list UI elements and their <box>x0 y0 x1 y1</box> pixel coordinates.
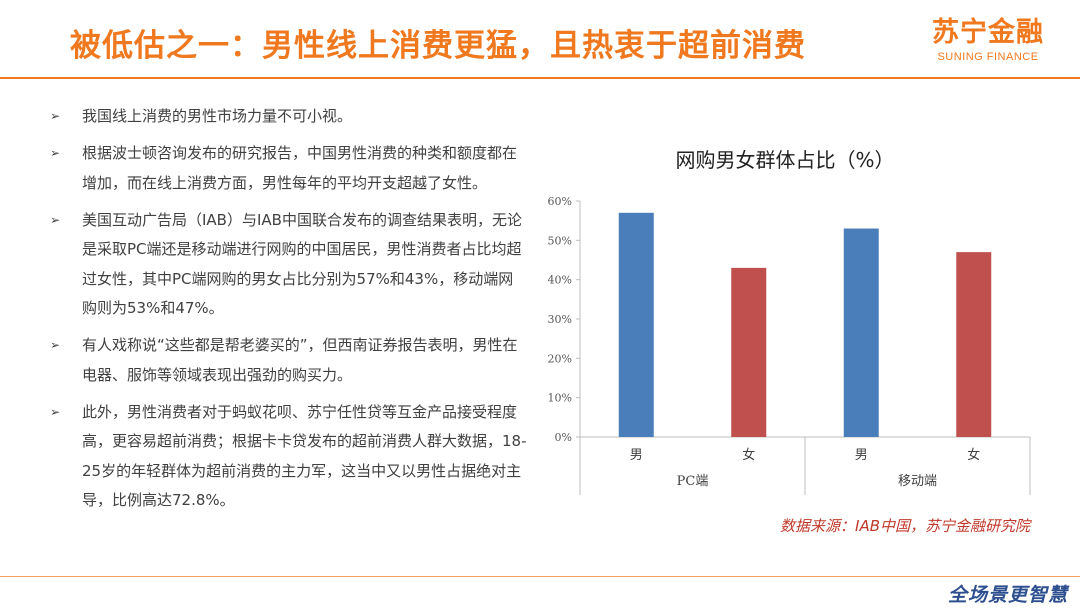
page-title: 被低估之一：男性线上消费更猛，且热衷于超前消费 <box>70 28 806 64</box>
chart-canvas: 网购男女群体占比（%） 0% 10% 20% 30% 40% 50% 60% 男 女 男 女 PC端 移动… <box>548 148 1031 495</box>
y-tick-label: 60% <box>548 195 572 208</box>
x-group-label: 移动端 <box>898 474 937 489</box>
bullet-list: ➢ 我国线上消费的男性市场力量不可小视。 ➢ 根据波士顿咨询发布的研究报告，中国男性… <box>48 102 528 523</box>
y-tick-label: 50% <box>548 234 572 247</box>
data-source-note: 数据来源：IAB中国，苏宁金融研究院 <box>780 517 1030 535</box>
bullet-item: ➢ 此外，男性消费者对于蚂蚁花呗、苏宁任性贷等互金产品接受程度高，更容易超前消费；… <box>48 398 528 516</box>
bar-chart: 网购男女群体占比（%） 0% 10% 20% 30% 40% 50% 60% 男 女 男 女 PC端 移动… <box>535 135 1055 505</box>
chart-title: 网购男女群体占比（%） <box>675 148 894 172</box>
footer-divider <box>0 576 1080 577</box>
x-group-label: PC端 <box>677 474 709 489</box>
arrow-bullet-icon: ➢ <box>50 212 61 227</box>
arrow-bullet-icon: ➢ <box>50 404 61 419</box>
bullet-item: ➢ 我国线上消费的男性市场力量不可小视。 <box>48 102 528 132</box>
bullet-text: 我国线上消费的男性市场力量不可小视。 <box>82 107 353 125</box>
bar <box>731 267 767 437</box>
bullet-text: 美国互动广告局（IAB）与IAB中国联合发布的调查结果表明，无论是采取PC端还是… <box>82 210 522 318</box>
brand-name-en: SUNING FINANCE <box>937 51 1039 63</box>
brand-name-cn: 苏宁金融 <box>932 17 1044 48</box>
footer-logo: 全场景更智慧 <box>947 584 1068 606</box>
bullet-text: 此外，男性消费者对于蚂蚁花呗、苏宁任性贷等互金产品接受程度高，更容易超前消费；根… <box>82 402 527 510</box>
arrow-bullet-icon: ➢ <box>50 146 61 160</box>
bar <box>956 252 992 437</box>
arrow-bullet-icon: ➢ <box>50 109 61 123</box>
brand-logo: 苏宁金融 SUNING FINANCE <box>932 16 1044 64</box>
y-tick-label: 30% <box>548 313 572 326</box>
bullet-item: ➢ 根据波士顿咨询发布的研究报告，中国男性消费的种类和额度都在增加，而在线上消费方… <box>48 139 528 198</box>
arrow-bullet-icon: ➢ <box>50 338 61 352</box>
y-tick-label: 10% <box>548 392 572 405</box>
x-category-label: 男 <box>855 448 868 463</box>
x-category-label: 女 <box>967 447 980 463</box>
y-tick-label: 20% <box>548 352 572 365</box>
bullet-text: 根据波士顿咨询发布的研究报告，中国男性消费的种类和额度都在增加，而在线上消费方面… <box>82 144 518 192</box>
bar <box>618 212 654 437</box>
bar <box>843 228 879 437</box>
y-tick-label: 40% <box>548 274 572 287</box>
bullet-text: 有人戏称说“这些都是帮老婆买的”，但西南证券报告表明，男性在电器、服饰等领域表现… <box>82 336 518 384</box>
header-divider <box>0 77 1080 79</box>
bullet-item: ➢ 有人戏称说“这些都是帮老婆买的”，但西南证券报告表明，男性在电器、服饰等领域表… <box>48 331 528 390</box>
y-tick-label: 0% <box>555 431 572 444</box>
x-category-label: 女 <box>742 447 755 463</box>
bullet-item: ➢ 美国互动广告局（IAB）与IAB中国联合发布的调查结果表明，无论是采取PC端还… <box>48 206 528 324</box>
x-category-label: 男 <box>630 448 643 463</box>
